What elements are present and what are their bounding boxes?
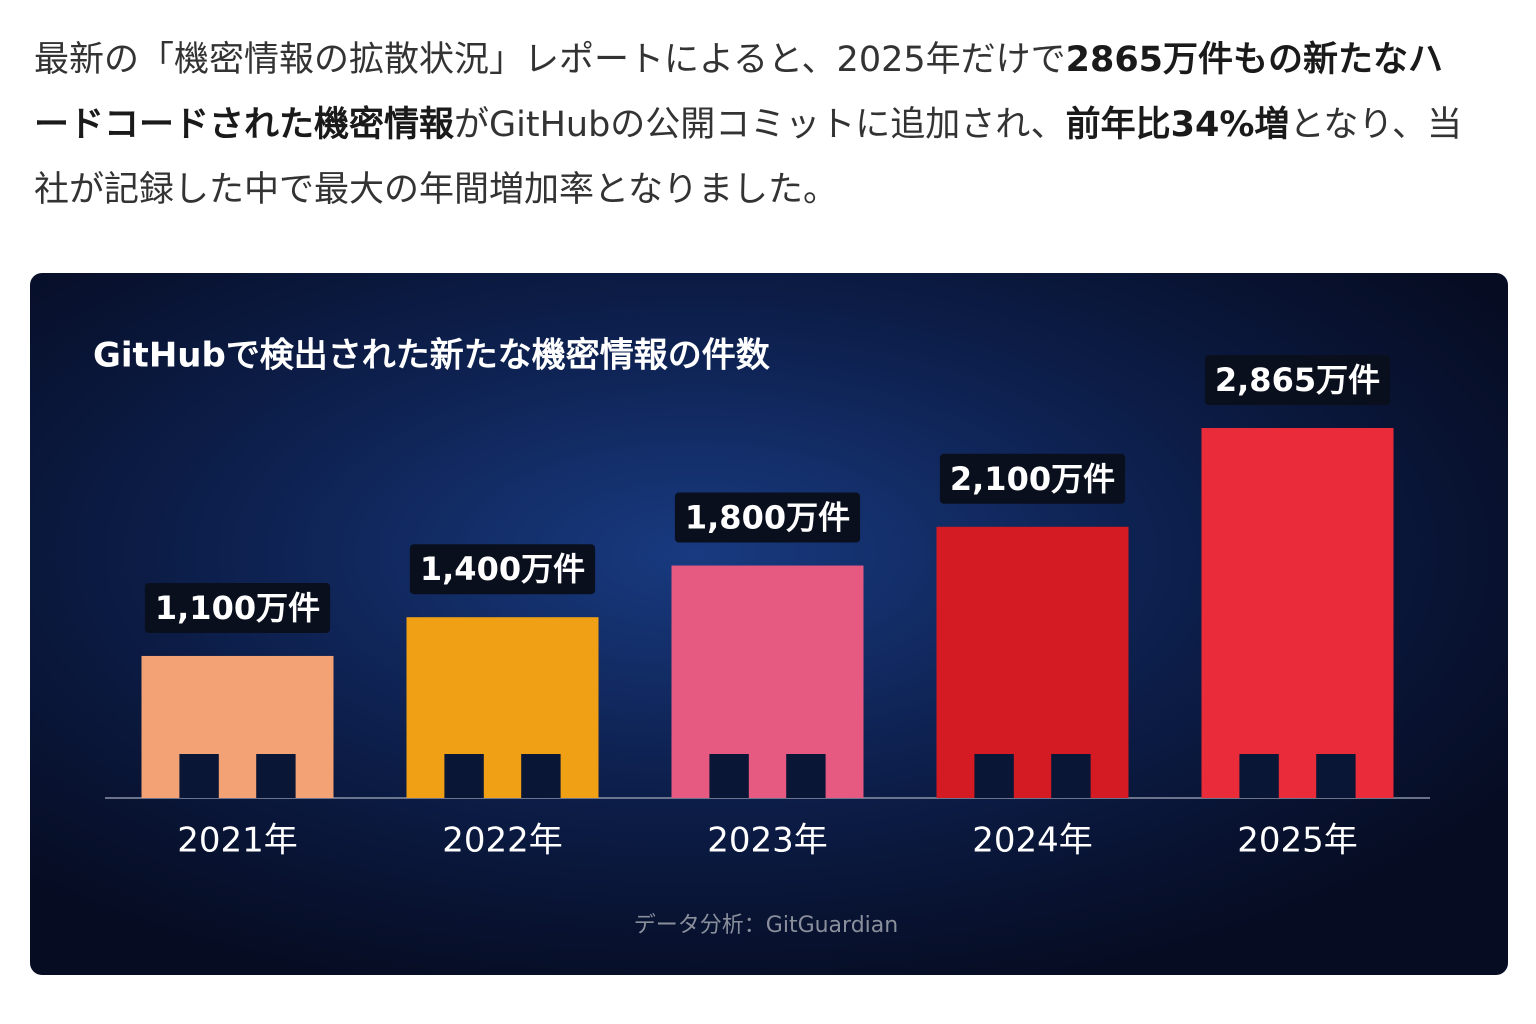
pixel-notch: [1316, 754, 1356, 798]
pixel-notch: [256, 754, 296, 798]
pixel-notch: [179, 754, 219, 798]
pixel-notch: [1239, 754, 1279, 798]
x-tick-label: 2024年: [972, 821, 1093, 861]
x-tick-label: 2025年: [1237, 821, 1358, 861]
source-note: データ分析：GitGuardian: [634, 913, 898, 938]
text: がGitHubの公開コミットに追加され、: [454, 105, 1066, 145]
pixel-notch: [521, 754, 561, 798]
pixel-notch: [709, 754, 749, 798]
value-label: 1,400万件: [420, 550, 585, 588]
bar: [1201, 428, 1394, 798]
value-label-box: [939, 453, 1126, 504]
value-label-box: [1204, 355, 1391, 405]
bold-text: 2865万件もの新たなハードコードされた機密情報: [34, 40, 1444, 145]
bar: [936, 526, 1129, 798]
article-paragraph: 最新の「機密情報の拡散状況」レポートによると、2025年だけで2865万件もの新…: [34, 28, 1474, 223]
value-label-box: [674, 492, 861, 543]
value-label: 2,865万件: [1215, 361, 1380, 399]
pixel-notch: [974, 754, 1014, 798]
x-tick-label: 2021年: [177, 821, 298, 861]
chart-title: GitHubで検出された新たな機密情報の件数: [93, 336, 770, 376]
pixel-notch: [786, 754, 826, 798]
x-tick-label: 2023年: [707, 821, 828, 861]
bar: [141, 655, 334, 798]
value-label-box: [409, 544, 596, 595]
bar: [671, 565, 864, 798]
value-label: 2,100万件: [950, 460, 1115, 498]
bold-text: 前年比34%増: [1065, 105, 1290, 145]
pixel-notch: [1051, 754, 1091, 798]
value-label: 1,800万件: [685, 499, 850, 537]
bar: [406, 617, 599, 798]
text: 最新の「機密情報の拡散状況」レポートによると、2025年だけで: [34, 40, 1066, 80]
text: となり、当社が記録した中で最大の年間増加率となりました。: [34, 105, 1462, 210]
pixel-notch: [444, 754, 484, 798]
x-tick-label: 2022年: [442, 821, 563, 861]
value-label-box: [144, 582, 331, 633]
value-label: 1,100万件: [155, 589, 320, 627]
